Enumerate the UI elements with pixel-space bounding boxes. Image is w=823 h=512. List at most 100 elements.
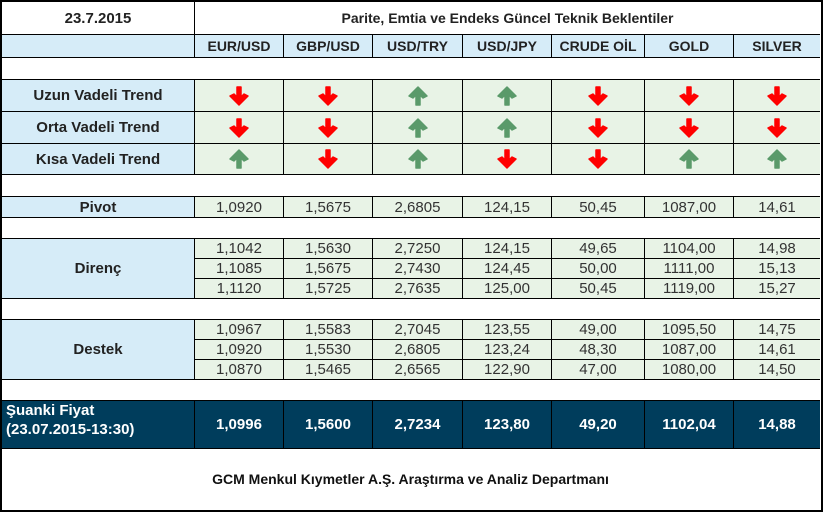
- grid-line: [2, 174, 820, 175]
- current-price-value: 1,5600: [284, 401, 372, 448]
- column-header-3: USD/JPY: [463, 35, 551, 57]
- grid-line: [283, 79, 284, 174]
- support-value: 2,6565: [373, 360, 462, 379]
- red-down-arrow-icon: [317, 148, 339, 170]
- grid-line: [194, 196, 195, 217]
- resistance-value: 1,1042: [195, 239, 283, 258]
- green-up-arrow-icon: [407, 117, 429, 139]
- trend-cell: [373, 144, 462, 174]
- support-value: 14,75: [734, 320, 820, 339]
- support-value: 1,5530: [284, 340, 372, 359]
- column-header-4: CRUDE OİL: [552, 35, 644, 57]
- grid-line: [733, 196, 734, 217]
- red-down-arrow-icon: [587, 117, 609, 139]
- grid-line: [733, 319, 734, 379]
- resistance-value: 1111,00: [645, 259, 733, 278]
- grid-line: [462, 34, 463, 57]
- support-value: 1087,00: [645, 340, 733, 359]
- green-up-arrow-icon: [496, 85, 518, 107]
- resistance-value: 124,45: [463, 259, 551, 278]
- support-value: 1,0870: [195, 360, 283, 379]
- grid-line: [2, 298, 820, 299]
- grid-line: [551, 196, 552, 217]
- current-price-label-line1: Şuanki Fiyat: [6, 402, 95, 419]
- resistance-value: 2,7430: [373, 259, 462, 278]
- grid-line: [2, 217, 820, 218]
- trend-label-short: Kısa Vadeli Trend: [2, 144, 194, 174]
- grid-line: [2, 448, 820, 449]
- green-up-arrow-icon: [228, 148, 250, 170]
- current-price-value: 2,7234: [373, 401, 462, 448]
- pivot-value: 1,0920: [195, 197, 283, 217]
- grid-line: [462, 79, 463, 174]
- grid-line: [733, 400, 734, 448]
- support-value: 123,55: [463, 320, 551, 339]
- grid-line: [283, 238, 284, 298]
- column-header-5: GOLD: [645, 35, 733, 57]
- report-title: Parite, Emtia ve Endeks Güncel Teknik Be…: [341, 10, 674, 26]
- trend-cell: [734, 144, 820, 174]
- trend-cell: [734, 80, 820, 111]
- resistance-value: 1,1120: [195, 279, 283, 298]
- trend-cell: [284, 80, 372, 111]
- grid-line: [372, 34, 373, 57]
- green-up-arrow-icon: [678, 148, 700, 170]
- red-down-arrow-icon: [587, 148, 609, 170]
- support-value: 2,7045: [373, 320, 462, 339]
- red-down-arrow-icon: [228, 85, 250, 107]
- grid-line: [551, 319, 552, 379]
- grid-line: [283, 196, 284, 217]
- grid-line: [194, 400, 195, 448]
- grid-line: [194, 34, 195, 57]
- grid-line: [194, 258, 820, 259]
- trend-cell: [463, 80, 551, 111]
- resistance-value: 2,7635: [373, 279, 462, 298]
- red-down-arrow-icon: [766, 117, 788, 139]
- grid-line: [194, 79, 195, 174]
- resistance-value: 1,5725: [284, 279, 372, 298]
- resistance-value: 1104,00: [645, 239, 733, 258]
- footer-credit: GCM Menkul Kıymetler A.Ş. Araştırma ve A…: [212, 471, 609, 487]
- grid-line: [2, 196, 820, 197]
- resistance-value: 49,65: [552, 239, 644, 258]
- grid-line: [2, 57, 820, 58]
- trend-cell: [373, 112, 462, 143]
- grid-line: [194, 339, 820, 340]
- grid-line: [194, 359, 820, 360]
- grid-line: [644, 319, 645, 379]
- grid-line: [733, 79, 734, 174]
- grid-line: [194, 2, 195, 34]
- support-value: 123,24: [463, 340, 551, 359]
- trend-cell: [195, 112, 283, 143]
- resistance-label: Direnç: [2, 239, 194, 298]
- trend-label-long: Uzun Vadeli Trend: [2, 80, 194, 111]
- resistance-value: 1,5630: [284, 239, 372, 258]
- grid-line: [283, 319, 284, 379]
- support-value: 122,90: [463, 360, 551, 379]
- resistance-value: 14,98: [734, 239, 820, 258]
- trend-cell: [195, 80, 283, 111]
- trend-cell: [195, 144, 283, 174]
- resistance-value: 50,45: [552, 279, 644, 298]
- grid-line: [644, 79, 645, 174]
- green-up-arrow-icon: [496, 117, 518, 139]
- red-down-arrow-icon: [678, 117, 700, 139]
- trend-cell: [734, 112, 820, 143]
- support-value: 2,6805: [373, 340, 462, 359]
- grid-line: [2, 34, 820, 35]
- grid-line: [2, 79, 820, 80]
- support-value: 1,0920: [195, 340, 283, 359]
- grid-line: [2, 400, 820, 401]
- support-value: 1,5465: [284, 360, 372, 379]
- resistance-value: 15,13: [734, 259, 820, 278]
- resistance-value: 1,5675: [284, 259, 372, 278]
- trend-label-mid: Orta Vadeli Trend: [2, 112, 194, 143]
- resistance-value: 1,1085: [195, 259, 283, 278]
- current-price-value: 14,88: [734, 401, 820, 448]
- green-up-arrow-icon: [407, 148, 429, 170]
- trend-cell: [552, 112, 644, 143]
- green-up-arrow-icon: [766, 148, 788, 170]
- pivot-value: 14,61: [734, 197, 820, 217]
- grid-line: [194, 238, 195, 298]
- support-value: 48,30: [552, 340, 644, 359]
